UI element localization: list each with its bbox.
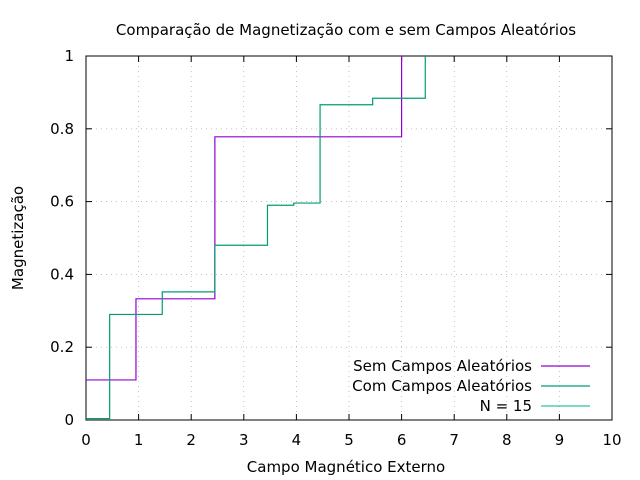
x-tick-label: 4	[292, 431, 302, 449]
series-layer	[86, 56, 426, 420]
y-tick-label: 0.2	[50, 338, 74, 356]
x-tick-label: 8	[502, 431, 512, 449]
x-tick-label: 1	[134, 431, 144, 449]
series-line-2	[86, 56, 426, 420]
plot-border	[85, 55, 613, 421]
series-line-1	[86, 56, 403, 381]
chart-title: Comparação de Magnetização com e sem Cam…	[116, 21, 576, 39]
x-axis-label: Campo Magnético Externo	[247, 458, 445, 476]
axis-ticks: 0 1 2 3 4 5 6 7 8 9 10 0 0.2 0.4 0.6 0.8 1	[50, 47, 621, 449]
x-tick-label: 10	[602, 431, 621, 449]
grid	[86, 56, 612, 420]
x-tick-label: 3	[239, 431, 249, 449]
legend: Sem Campos Aleatórios Com Campos Aleatóri…	[352, 357, 590, 415]
x-tick-label: 9	[555, 431, 565, 449]
x-tick-label: 6	[397, 431, 407, 449]
y-tick-label: 0.8	[50, 120, 74, 138]
legend-label: Com Campos Aleatórios	[352, 377, 532, 395]
y-axis-label: Magnetização	[9, 186, 27, 290]
x-tick-label: 0	[81, 431, 91, 449]
y-tick-label: 0.6	[50, 193, 74, 211]
y-tick-label: 0.4	[50, 265, 74, 283]
legend-label: Sem Campos Aleatórios	[353, 357, 532, 375]
y-tick-label: 0	[64, 411, 74, 429]
x-tick-label: 7	[449, 431, 459, 449]
axis-frame	[85, 55, 613, 421]
x-tick-label: 2	[186, 431, 196, 449]
x-tick-label: 5	[344, 431, 354, 449]
y-tick-label: 1	[64, 47, 74, 65]
legend-label: N = 15	[480, 397, 532, 415]
